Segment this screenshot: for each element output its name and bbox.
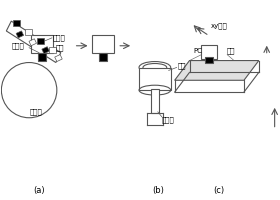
Bar xyxy=(201,45,217,59)
Bar xyxy=(55,55,62,62)
Bar xyxy=(92,35,114,53)
Text: xy运动: xy运动 xyxy=(211,23,228,29)
Bar xyxy=(37,38,44,44)
Bar xyxy=(99,53,107,61)
Text: (a): (a) xyxy=(33,186,45,195)
Text: 元器件: 元器件 xyxy=(11,42,24,49)
Bar xyxy=(16,31,24,38)
Bar xyxy=(25,29,32,35)
Text: 吸嘴: 吸嘴 xyxy=(56,44,64,51)
Polygon shape xyxy=(175,61,259,80)
Bar xyxy=(42,47,49,54)
Bar xyxy=(38,53,46,61)
Text: (b): (b) xyxy=(152,186,164,195)
Bar xyxy=(49,47,56,53)
Text: 贴片头: 贴片头 xyxy=(53,35,66,41)
Text: (c): (c) xyxy=(214,186,225,195)
Text: 送料器: 送料器 xyxy=(30,109,42,115)
Bar xyxy=(13,20,20,26)
Bar xyxy=(139,68,171,90)
Bar xyxy=(205,57,213,63)
Text: 摄像头: 摄像头 xyxy=(161,116,174,123)
Bar xyxy=(31,35,53,53)
Bar xyxy=(29,39,36,46)
Text: 焚盘: 焚盘 xyxy=(227,47,235,54)
Bar xyxy=(151,89,159,113)
Text: PC: PC xyxy=(193,48,202,54)
Text: 光源: 光源 xyxy=(178,62,186,69)
